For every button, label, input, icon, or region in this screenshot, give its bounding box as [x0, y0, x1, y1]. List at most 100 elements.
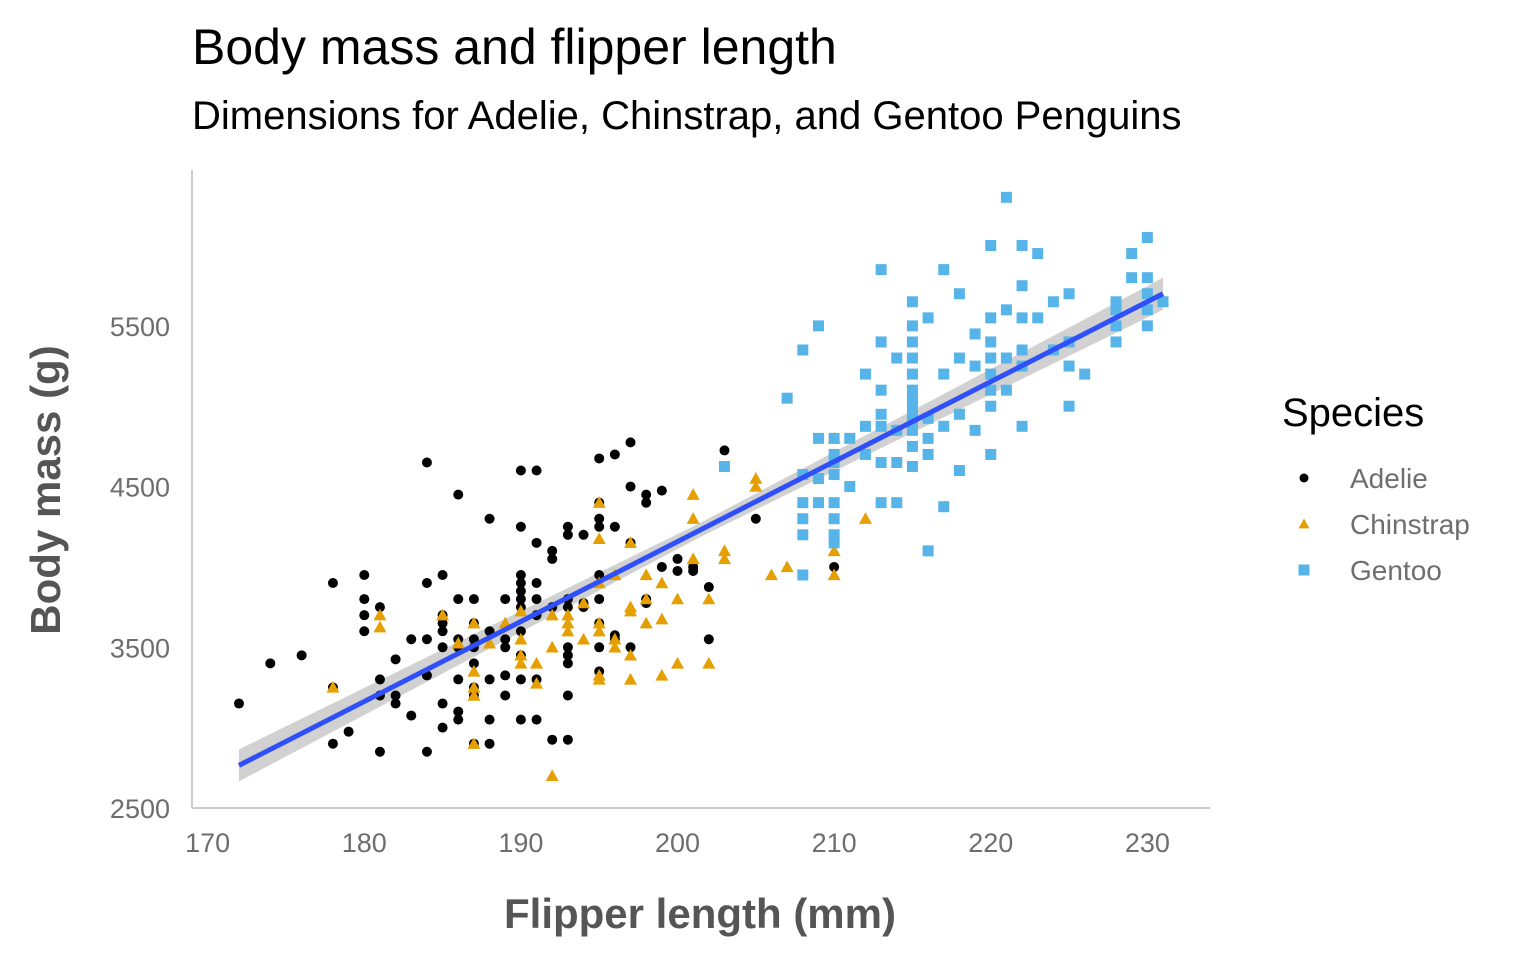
data-point: [906, 440, 918, 452]
data-point: [827, 544, 841, 557]
data-point: [1141, 320, 1153, 332]
data-point: [655, 612, 669, 625]
data-point: [453, 594, 464, 605]
trend-line: [237, 291, 1165, 768]
data-point: [500, 642, 511, 653]
data-point: [1063, 288, 1075, 300]
data-point: [390, 690, 401, 701]
data-point: [938, 501, 950, 513]
data-point: [656, 485, 667, 496]
data-point: [468, 658, 479, 669]
data-point: [373, 620, 387, 633]
chart-subtitle: Dimensions for Adelie, Chinstrap, and Ge…: [192, 94, 1182, 138]
data-point: [624, 672, 638, 685]
data-point: [547, 734, 558, 745]
data-point: [875, 384, 887, 396]
data-point: [641, 489, 652, 500]
data-point: [1032, 312, 1044, 324]
data-point: [953, 465, 965, 477]
data-point: [500, 594, 511, 605]
data-point: [390, 698, 401, 709]
data-point: [938, 368, 950, 380]
data-point: [514, 648, 528, 661]
data-point: [906, 320, 918, 332]
data-point: [530, 656, 544, 669]
data-point: [672, 565, 683, 576]
data-point: [515, 569, 526, 580]
data-point: [672, 553, 683, 564]
data-point: [1016, 420, 1028, 432]
data-point: [828, 537, 840, 549]
data-point: [906, 384, 918, 396]
data-point: [812, 320, 824, 332]
data-point: [702, 656, 716, 669]
data-point: [1157, 296, 1169, 308]
data-point: [374, 674, 385, 685]
data-point: [906, 368, 918, 380]
data-point: [484, 738, 495, 749]
data-point: [484, 714, 495, 725]
data-point: [343, 726, 354, 737]
data-point: [812, 432, 824, 444]
data-point: [451, 636, 465, 649]
data-point: [359, 594, 370, 605]
x-tick-label: 180: [342, 828, 387, 858]
data-point: [531, 578, 542, 589]
data-point: [797, 497, 809, 509]
data-point: [703, 582, 714, 593]
data-point: [812, 473, 824, 485]
data-point: [562, 734, 573, 745]
data-point: [797, 529, 809, 541]
data-point: [719, 445, 730, 456]
data-point: [562, 642, 573, 653]
data-point: [749, 480, 763, 492]
data-point: [1110, 304, 1122, 316]
data-point: [577, 596, 591, 609]
data-point: [547, 545, 558, 556]
legend-title: Species: [1282, 391, 1424, 435]
data-point: [515, 586, 526, 597]
data-point: [515, 626, 526, 637]
data-point: [594, 642, 605, 653]
data-point: [1079, 368, 1091, 380]
data-point: [436, 608, 450, 621]
data-point: [985, 384, 997, 396]
data-point: [953, 352, 965, 364]
data-point: [484, 513, 495, 524]
data-point: [359, 569, 370, 580]
series-chinstrap: [326, 431, 872, 782]
data-point: [828, 448, 840, 460]
data-point: [1016, 280, 1028, 292]
data-point: [781, 392, 793, 404]
data-point: [624, 604, 638, 617]
data-point: [686, 488, 700, 500]
data-point: [906, 392, 918, 404]
data-point: [985, 448, 997, 460]
data-point: [515, 521, 526, 532]
data-point: [1016, 312, 1028, 324]
data-point: [373, 608, 387, 621]
data-point: [515, 594, 526, 605]
data-point: [718, 461, 730, 473]
data-point: [592, 616, 606, 629]
data-point: [1141, 231, 1153, 243]
data-point: [467, 664, 481, 677]
data-point: [1126, 248, 1138, 260]
data-point: [437, 642, 448, 653]
data-point: [561, 624, 575, 637]
data-point: [484, 674, 495, 685]
data-point: [625, 642, 636, 653]
data-point: [891, 352, 903, 364]
data-point: [437, 569, 448, 580]
data-point: [985, 368, 997, 380]
data-point: [515, 714, 526, 725]
x-tick-label: 210: [812, 828, 857, 858]
data-point: [421, 578, 432, 589]
y-tick-label: 5500: [110, 312, 170, 342]
data-point: [686, 552, 700, 565]
data-point: [625, 437, 636, 448]
data-point: [374, 746, 385, 757]
data-point: [500, 670, 511, 681]
data-point: [797, 513, 809, 525]
data-point: [421, 457, 432, 468]
